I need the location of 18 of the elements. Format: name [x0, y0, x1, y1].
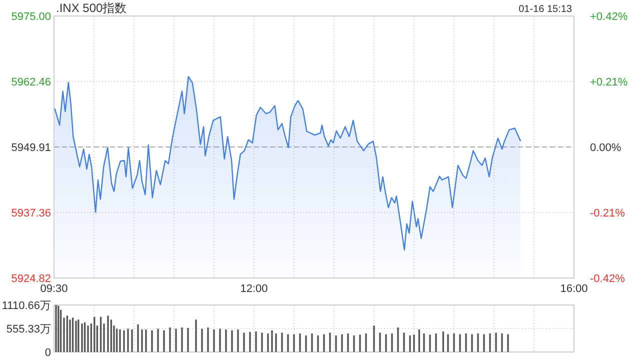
y-tick-label: 5924.82	[11, 273, 51, 285]
y2-tick-label: -0.21%	[590, 208, 626, 220]
y2-tick-label: +0.42%	[590, 11, 628, 23]
text: 01-16 15:13	[518, 4, 572, 15]
y-tick-label: 0	[44, 347, 51, 359]
chart-title: .INX 500指数	[56, 1, 127, 15]
y-tick-label: 555.33万	[6, 324, 51, 336]
y-tick-label: 5949.91	[11, 142, 51, 154]
y2-tick-label: -0.42%	[590, 273, 626, 285]
x-tick-label: 12:00	[240, 283, 268, 295]
x-tick-label: 09:30	[40, 283, 68, 295]
y2-tick-label: +0.21%	[590, 76, 628, 88]
y-tick-label: 5962.46	[11, 76, 51, 88]
x-tick-label: 16:00	[560, 283, 588, 295]
y-tick-label: 5937.36	[11, 208, 51, 220]
y-tick-label: 5975.00	[11, 11, 51, 23]
y-tick-label: 1110.66万	[2, 300, 51, 312]
y2-tick-label: 0.00%	[590, 142, 622, 154]
